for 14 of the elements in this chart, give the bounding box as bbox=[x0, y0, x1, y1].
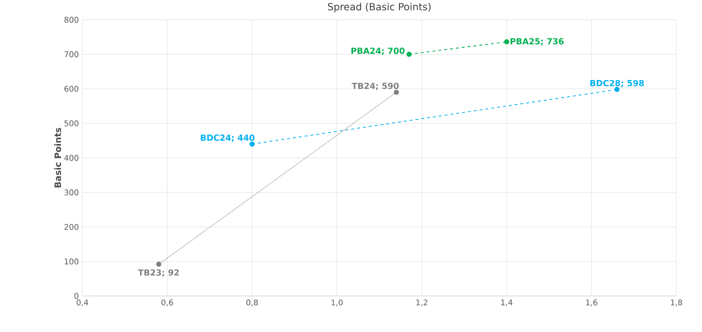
point bbox=[614, 87, 620, 92]
annotation: PBA24; 700 bbox=[351, 48, 405, 56]
annotation: BDC24; 440 bbox=[200, 134, 254, 142]
point bbox=[156, 262, 162, 268]
chart-title: Spread (Basic Points) bbox=[328, 3, 431, 13]
point bbox=[250, 142, 255, 147]
annotation: TB24; 590 bbox=[352, 82, 399, 90]
annotation: BDC28; 598 bbox=[590, 80, 644, 88]
point bbox=[406, 52, 412, 58]
y-axis-title: Basic Points bbox=[54, 128, 62, 188]
point bbox=[394, 90, 399, 96]
annotation: TB23; 92 bbox=[138, 270, 179, 277]
annotation: PBA25; 736 bbox=[510, 38, 564, 46]
point bbox=[504, 40, 510, 45]
